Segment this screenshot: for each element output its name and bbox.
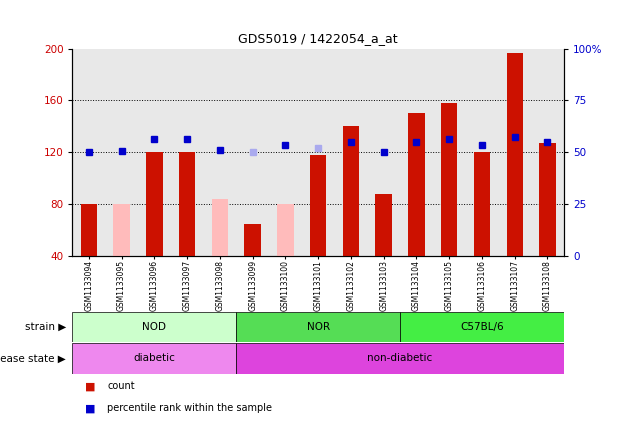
Bar xyxy=(343,126,359,256)
Bar xyxy=(236,312,400,342)
Bar xyxy=(72,343,236,374)
Text: percentile rank within the sample: percentile rank within the sample xyxy=(107,403,272,413)
Bar xyxy=(375,194,392,256)
Text: C57BL/6: C57BL/6 xyxy=(460,322,504,332)
Bar xyxy=(113,204,130,256)
Text: count: count xyxy=(107,381,135,391)
Text: NOR: NOR xyxy=(307,322,329,332)
Text: non-diabetic: non-diabetic xyxy=(367,353,433,363)
Bar xyxy=(310,155,326,256)
Bar xyxy=(408,113,425,256)
Bar xyxy=(244,223,261,256)
Bar xyxy=(277,204,294,256)
Bar xyxy=(400,312,564,342)
Text: NOD: NOD xyxy=(142,322,166,332)
Bar xyxy=(179,152,195,256)
Bar xyxy=(441,103,457,256)
Bar xyxy=(212,199,228,256)
Text: disease state ▶: disease state ▶ xyxy=(0,353,66,363)
Bar xyxy=(146,152,163,256)
Text: strain ▶: strain ▶ xyxy=(25,322,66,332)
Bar xyxy=(72,312,236,342)
Title: GDS5019 / 1422054_a_at: GDS5019 / 1422054_a_at xyxy=(238,32,398,45)
Text: diabetic: diabetic xyxy=(134,353,175,363)
Text: ■: ■ xyxy=(85,403,96,413)
Text: ■: ■ xyxy=(85,381,96,391)
Bar xyxy=(81,204,97,256)
Bar xyxy=(474,152,490,256)
Bar xyxy=(539,143,556,256)
Bar xyxy=(236,343,564,374)
Bar xyxy=(507,52,523,256)
